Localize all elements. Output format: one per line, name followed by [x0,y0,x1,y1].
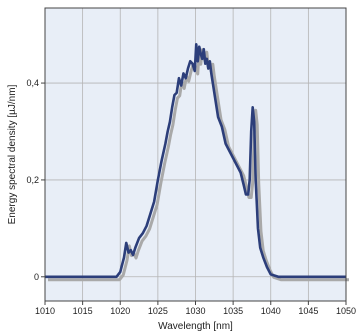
series-line-shadow [48,45,349,282]
x-tick-label: 1035 [223,306,243,316]
x-tick-label: 1050 [336,306,356,316]
y-tick-label: 0,2 [26,175,39,185]
y-tick-label: 0 [34,272,39,282]
y-axis-label: Energy spectral density [µJ/nm] [7,84,18,224]
x-tick-label: 1030 [185,306,205,316]
x-tick-label: 1045 [298,306,318,316]
y-tick-label: 0,4 [26,78,39,88]
x-tick-label: 1010 [35,306,55,316]
series-layer [45,43,349,282]
tick-labels: 1010 1015 1020 1025 1030 1035 1040 1045 1050 0 0,2… [26,78,356,316]
x-axis-label: Wavelength [nm] [158,321,233,332]
x-tick-label: 1020 [110,306,130,316]
x-tick-label: 1025 [148,306,168,316]
series-line [45,43,346,279]
x-tick-label: 1040 [261,306,281,316]
x-tick-label: 1015 [73,306,93,316]
